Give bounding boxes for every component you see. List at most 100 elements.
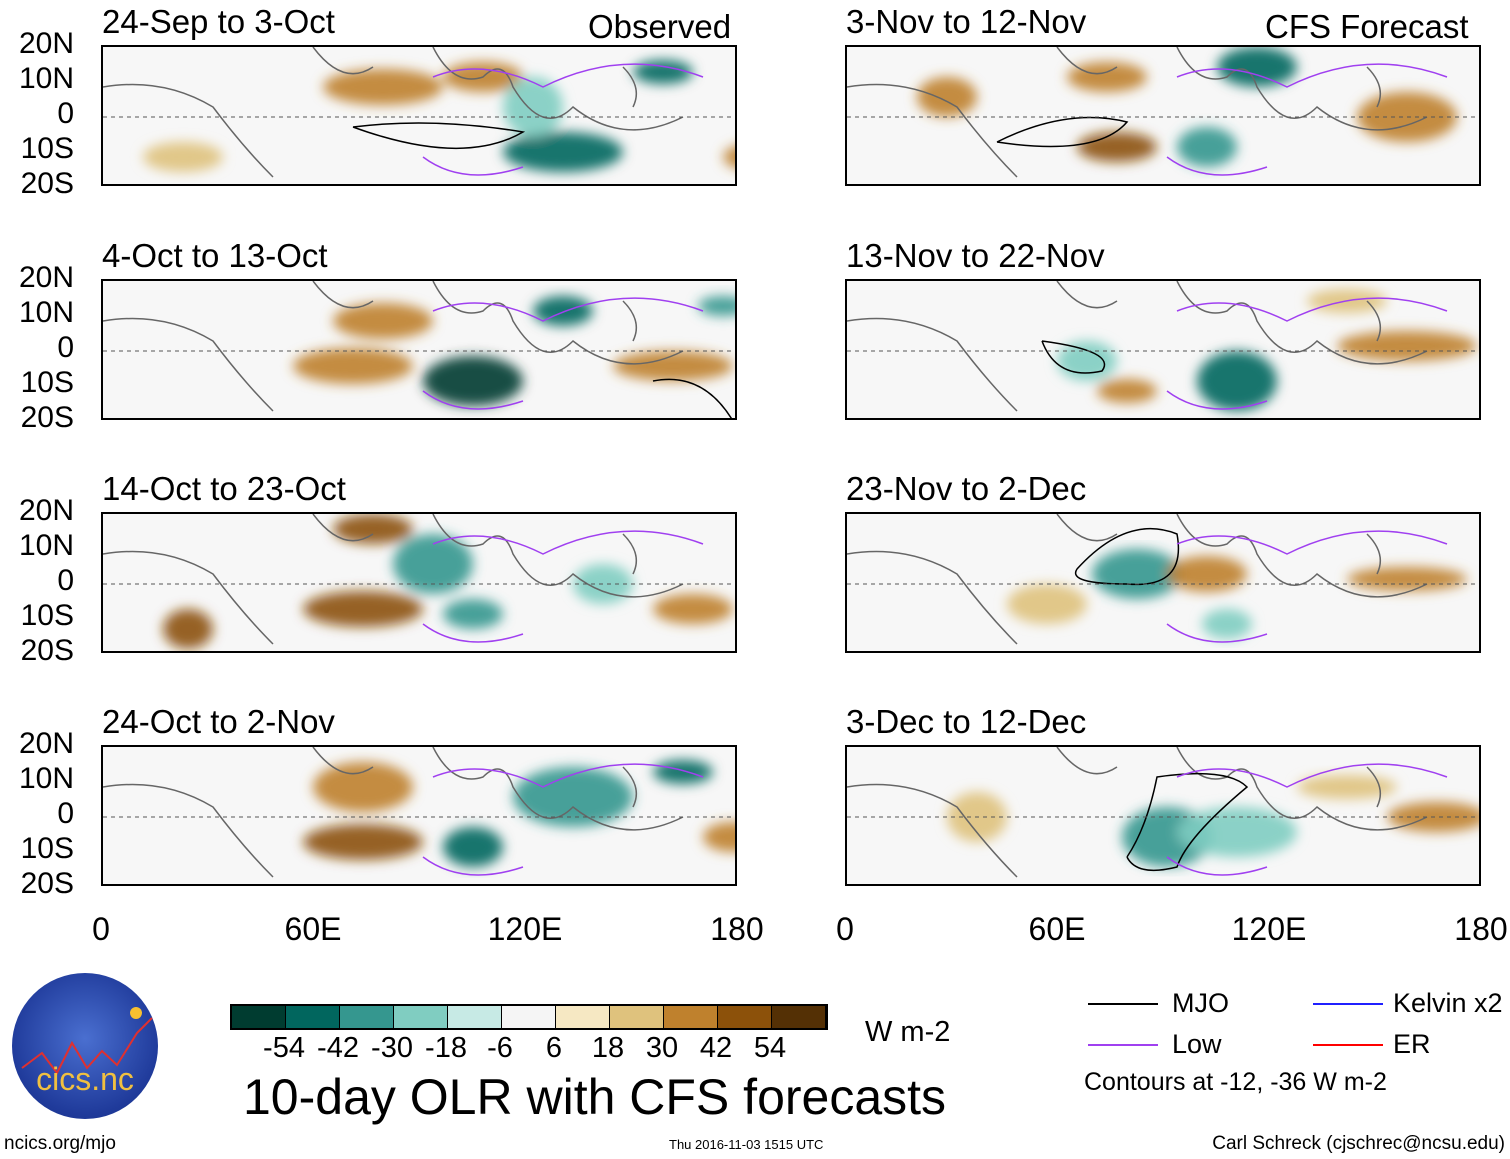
coastline bbox=[103, 47, 684, 178]
low-contour bbox=[1166, 763, 1448, 876]
legend-er: ER bbox=[1393, 1029, 1431, 1059]
coastline bbox=[847, 47, 1428, 178]
low-contour bbox=[422, 297, 704, 410]
lat-tick-label: 0 bbox=[57, 331, 74, 364]
lat-tick-label: 20S bbox=[20, 401, 74, 434]
olr-anomaly-blob bbox=[503, 132, 623, 172]
olr-anomaly-blob bbox=[163, 609, 213, 649]
lon-tick-label: 180 bbox=[1454, 911, 1508, 947]
olr-anomaly-map bbox=[103, 747, 735, 878]
colorbar bbox=[230, 1004, 828, 1030]
olr-anomaly-blob bbox=[303, 824, 423, 860]
colorbar-swatch bbox=[232, 1006, 286, 1028]
olr-anomaly-map bbox=[847, 514, 1479, 645]
colorbar-swatch bbox=[502, 1006, 556, 1028]
olr-anomaly-blob bbox=[393, 534, 473, 594]
olr-map-panel bbox=[845, 45, 1481, 186]
coastline bbox=[847, 281, 1428, 412]
legend-mjo: MJO bbox=[1172, 988, 1229, 1018]
footer-url[interactable]: ncics.org/mjo bbox=[4, 1133, 116, 1154]
colorbar-label: 42 bbox=[699, 1032, 733, 1064]
colorbar-label: -18 bbox=[425, 1032, 467, 1064]
olr-anomaly-blob bbox=[443, 599, 503, 629]
olr-anomaly-blob bbox=[1202, 609, 1252, 639]
olr-anomaly-map bbox=[847, 47, 1479, 178]
olr-map-panel bbox=[101, 745, 737, 886]
olr-anomaly-blob bbox=[723, 146, 735, 168]
colorbar-label: -42 bbox=[317, 1032, 359, 1064]
colorbar-label: -30 bbox=[371, 1032, 413, 1064]
olr-anomaly-blob bbox=[1077, 132, 1157, 162]
lat-tick-label: 20S bbox=[20, 167, 74, 200]
olr-anomaly-blob bbox=[633, 60, 693, 84]
lon-tick-label: 180 bbox=[710, 911, 764, 947]
mjo-contour bbox=[352, 122, 526, 149]
low-contour bbox=[1166, 530, 1448, 643]
lat-tick-label: 20N bbox=[18, 727, 74, 760]
colorbar-label: 30 bbox=[645, 1032, 679, 1064]
olr-anomaly-blob bbox=[1217, 47, 1297, 87]
lon-tick-label: 120E bbox=[487, 911, 563, 947]
olr-anomaly-blob bbox=[323, 69, 443, 105]
lat-tick-label: 0 bbox=[57, 797, 74, 830]
olr-anomaly-blob bbox=[293, 348, 413, 384]
panel-title: 24-Sep to 3-Oct bbox=[102, 3, 335, 40]
figure-title: 10-day OLR with CFS forecasts bbox=[243, 1069, 947, 1125]
cfs-forecast-label: CFS Forecast bbox=[1265, 8, 1469, 45]
panel-title: 14-Oct to 23-Oct bbox=[102, 470, 346, 507]
olr-anomaly-blob bbox=[1347, 567, 1467, 591]
panel-title: 24-Oct to 2-Nov bbox=[102, 703, 335, 740]
panel-title: 4-Oct to 13-Oct bbox=[102, 237, 328, 274]
coastline bbox=[103, 281, 684, 412]
olr-anomaly-blob bbox=[533, 296, 593, 326]
olr-anomaly-blob bbox=[143, 142, 223, 172]
olr-anomaly-blob bbox=[1167, 556, 1247, 592]
olr-anomaly-map bbox=[847, 281, 1479, 412]
panel-title: 3-Nov to 12-Nov bbox=[846, 3, 1087, 40]
lon-tick-label: 0 bbox=[836, 911, 854, 947]
olr-anomaly-map bbox=[103, 281, 735, 418]
olr-anomaly-blob bbox=[653, 760, 713, 784]
olr-anomaly-blob bbox=[1057, 341, 1117, 381]
footer-timestamp: Thu 2016-11-03 1515 UTC bbox=[669, 1137, 824, 1152]
colorbar-label: -6 bbox=[487, 1032, 513, 1064]
olr-anomaly-blob bbox=[917, 77, 977, 117]
olr-anomaly-blob bbox=[1007, 584, 1087, 624]
olr-anomaly-blob bbox=[1337, 331, 1477, 361]
olr-anomaly-blob bbox=[573, 564, 633, 604]
olr-anomaly-blob bbox=[313, 762, 413, 812]
low-contour bbox=[422, 530, 704, 643]
coastline bbox=[847, 514, 1428, 645]
colorbar-swatch bbox=[286, 1006, 340, 1028]
colorbar-label: -54 bbox=[263, 1032, 305, 1064]
lat-tick-label: 10N bbox=[18, 762, 74, 795]
olr-map-panel bbox=[101, 512, 737, 653]
lat-tick-label: 10N bbox=[18, 296, 74, 329]
lon-tick-label: 120E bbox=[1231, 911, 1307, 947]
olr-anomaly-map bbox=[847, 747, 1479, 878]
colorbar-swatch bbox=[610, 1006, 664, 1028]
lat-tick-label: 20N bbox=[18, 494, 74, 527]
contour-note: Contours at -12, -36 W m-2 bbox=[1084, 1068, 1387, 1096]
olr-map-panel bbox=[101, 279, 737, 420]
legend-mjo-line bbox=[1088, 1003, 1158, 1005]
lat-tick-label: 20N bbox=[18, 261, 74, 294]
colorbar-label: 6 bbox=[545, 1032, 563, 1064]
lat-tick-label: 20S bbox=[20, 634, 74, 667]
olr-map-panel bbox=[845, 279, 1481, 420]
colorbar-label: 54 bbox=[753, 1032, 787, 1064]
olr-anomaly-blob bbox=[443, 827, 503, 867]
mjo-contour bbox=[1126, 772, 1249, 872]
low-contour bbox=[422, 63, 704, 176]
colorbar-swatch bbox=[664, 1006, 718, 1028]
legend-low: Low bbox=[1172, 1029, 1222, 1059]
mjo-contour bbox=[1074, 527, 1180, 586]
cics-logo: cics.nc bbox=[12, 973, 158, 1119]
olr-anomaly-map bbox=[103, 514, 735, 649]
olr-anomaly-blob bbox=[333, 514, 413, 544]
lat-tick-label: 0 bbox=[57, 564, 74, 597]
olr-anomaly-blob bbox=[1177, 807, 1297, 857]
olr-anomaly-blob bbox=[303, 591, 423, 627]
lat-tick-label: 10N bbox=[18, 529, 74, 562]
